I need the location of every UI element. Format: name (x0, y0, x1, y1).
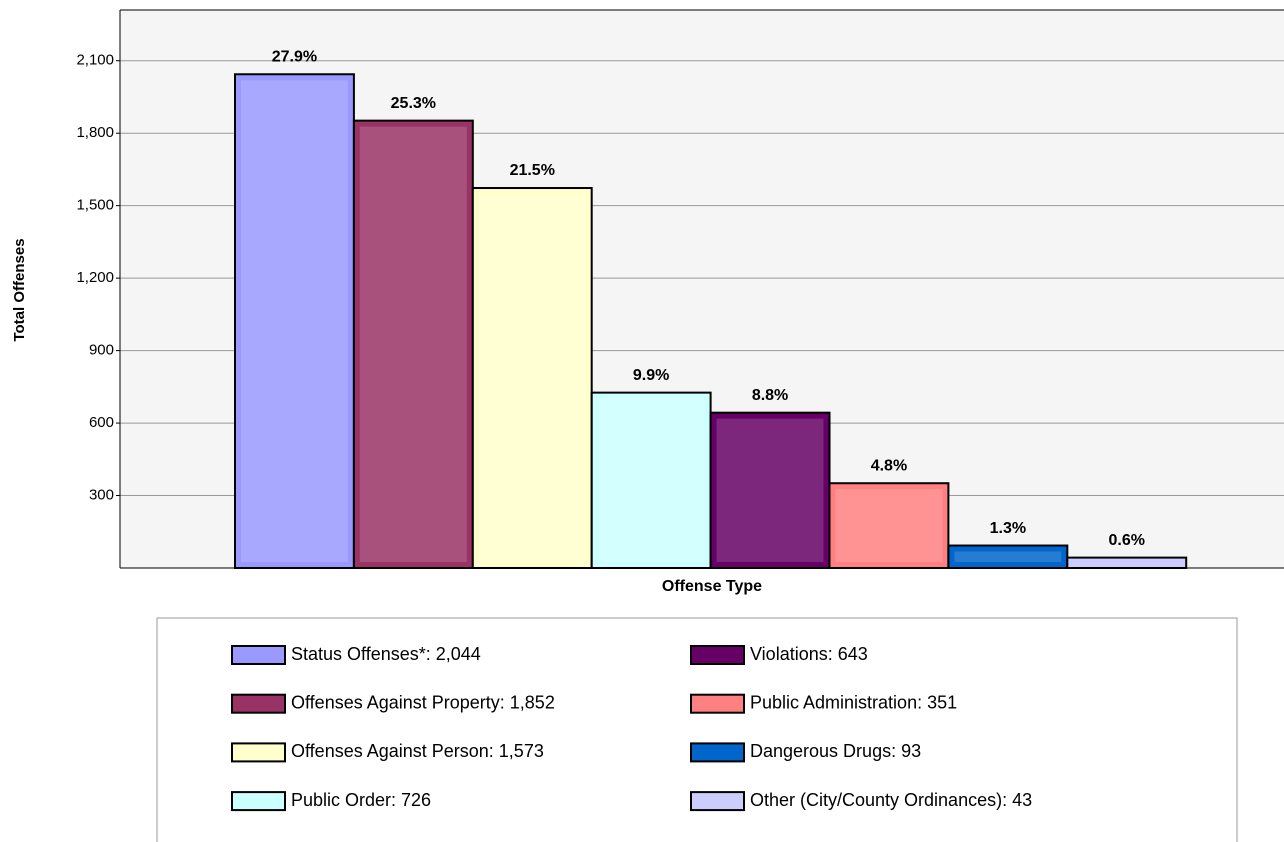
y-tick-label: 1,200 (76, 269, 114, 286)
legend-swatch (690, 693, 745, 714)
bar-annotation: 9.9% (633, 367, 669, 384)
y-tick-label: 1,800 (76, 124, 114, 141)
legend-swatch (231, 693, 286, 714)
bar-annotation: 0.6% (1109, 532, 1145, 549)
bar-highlight (835, 489, 943, 562)
y-tick-label: 1,500 (76, 197, 114, 214)
y-tick-label: 900 (89, 342, 114, 359)
bar-annotation: 8.8% (752, 387, 788, 404)
y-tick-label: 300 (89, 487, 114, 504)
y-tick-label: 2,100 (76, 52, 114, 69)
legend-label: Offenses Against Property: 1,852 (291, 692, 555, 712)
bar-highlight (478, 194, 586, 562)
y-tick-label: 600 (89, 414, 114, 431)
bar (234, 73, 355, 569)
bar-highlight (359, 126, 467, 563)
legend-swatch (231, 791, 286, 812)
legend-label: Public Order: 726 (291, 790, 431, 810)
bar (590, 391, 712, 569)
legend-swatch (231, 742, 286, 763)
legend-swatch (690, 791, 745, 812)
bar (828, 482, 950, 569)
legend-swatch (231, 645, 286, 665)
legend-label: Public Administration: 351 (750, 692, 957, 712)
bar-annotation: 27.9% (272, 48, 317, 65)
legend-label: Offenses Against Person: 1,573 (291, 741, 544, 761)
x-axis-title: Offense Type (662, 578, 762, 595)
bar-highlight (716, 418, 824, 562)
bar-highlight (954, 551, 1062, 562)
bar-highlight (241, 80, 348, 562)
legend-label: Dangerous Drugs: 93 (750, 741, 921, 761)
legend-label: Status Offenses*: 2,044 (291, 644, 481, 664)
bar (1066, 556, 1188, 569)
bar-annotation: 1.3% (990, 520, 1026, 537)
legend-swatch (690, 645, 745, 665)
y-axis-title: Total Offenses (11, 238, 28, 341)
bar-highlight (597, 398, 705, 562)
bar-annotation: 21.5% (510, 162, 555, 179)
legend-label: Other (City/County Ordinances): 43 (750, 790, 1032, 810)
bar (471, 187, 593, 569)
legend-swatch (690, 742, 745, 763)
legend-label: Violations: 643 (750, 644, 868, 664)
bar (352, 119, 474, 570)
bar-annotation: 4.8% (871, 457, 907, 474)
bar-annotation: 25.3% (391, 95, 436, 112)
